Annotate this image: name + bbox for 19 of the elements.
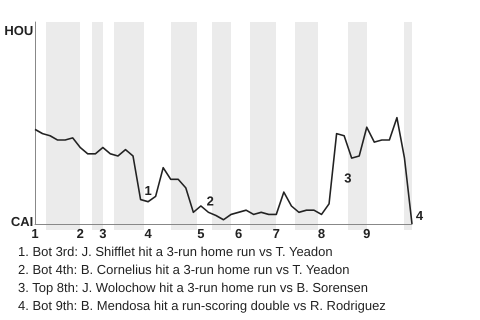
x-tick-label: 6 [234,226,242,241]
annotation: 1 [144,182,152,198]
text: CAI [10,214,34,230]
text: 1. Bot 3rd: J. Shifflet hit a 3-run home run vs T. Yeadon [18,243,334,261]
text: 2. Bot 4th: B. Cornelius hit a 3-run home run vs T. Yeadon [18,261,350,279]
x-tick-label: 3 [99,226,106,241]
x-tick-label: 1 [31,226,39,241]
text: HOU [4,22,34,38]
annotation: 2 [206,193,214,208]
x-tick-label: 7 [272,226,280,241]
text: 3. Top 8th: J. Wolochow hit a 3-run home run vs B. Sorensen [18,279,369,297]
x-tick-label: 4 [144,226,152,241]
annotation: 3 [344,170,352,186]
x-tick-label: 5 [197,226,204,241]
x-tick-label: 2 [76,226,84,241]
text: 4. Bot 9th: B. Mendosa hit a run-scoring double vs R. Rodriguez [18,297,386,315]
x-tick-label: 9 [363,226,370,241]
x-tick-label: 8 [318,226,326,241]
text: 4 [416,208,424,223]
